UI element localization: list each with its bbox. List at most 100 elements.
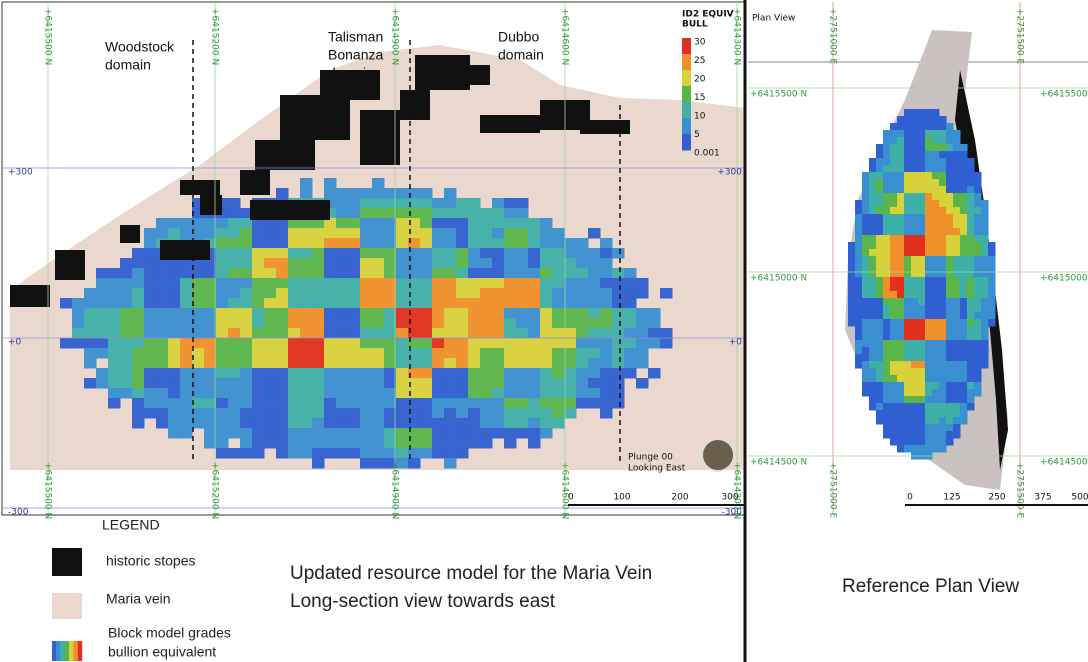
block (504, 438, 517, 449)
block (276, 318, 289, 329)
block (918, 242, 926, 250)
block (876, 242, 884, 250)
block (967, 256, 975, 264)
block (468, 418, 481, 429)
block (953, 242, 961, 250)
block (925, 403, 933, 411)
block (576, 388, 589, 399)
block (904, 410, 912, 418)
block (890, 130, 898, 138)
block (372, 418, 385, 429)
block (348, 418, 361, 429)
block (60, 338, 73, 349)
block (396, 188, 409, 199)
block (890, 242, 898, 250)
block (939, 256, 947, 264)
block (456, 408, 469, 419)
block (420, 238, 433, 249)
block (396, 338, 409, 349)
block (492, 338, 505, 349)
block (897, 403, 905, 411)
block (939, 270, 947, 278)
block (132, 378, 145, 389)
block (855, 200, 863, 208)
block (372, 198, 385, 209)
block (660, 338, 673, 349)
block (408, 308, 421, 319)
block (904, 144, 912, 152)
block (360, 288, 373, 299)
block (444, 448, 457, 459)
block (228, 248, 241, 259)
block (372, 188, 385, 199)
block (564, 408, 577, 419)
block (384, 318, 397, 329)
block (228, 318, 241, 329)
block (192, 358, 205, 369)
block (946, 431, 954, 439)
block (960, 368, 968, 376)
block (444, 218, 457, 229)
block (480, 398, 493, 409)
block (396, 278, 409, 289)
block (492, 358, 505, 369)
block (897, 431, 905, 439)
block (204, 318, 217, 329)
block (516, 278, 529, 289)
block (456, 248, 469, 259)
block (492, 348, 505, 359)
block (240, 308, 253, 319)
block (420, 308, 433, 319)
block (264, 288, 277, 299)
block (336, 238, 349, 249)
block (890, 438, 898, 446)
block (883, 200, 891, 208)
block (504, 308, 517, 319)
block (953, 172, 961, 180)
block (939, 137, 947, 145)
block (869, 165, 877, 173)
block (967, 249, 975, 257)
block (953, 137, 961, 145)
block (612, 388, 625, 399)
block (324, 308, 337, 319)
block (932, 375, 940, 383)
block (600, 388, 613, 399)
block (432, 218, 445, 229)
block (552, 298, 565, 309)
block (264, 228, 277, 239)
block (168, 318, 181, 329)
block (883, 235, 891, 243)
block (967, 382, 975, 390)
block (384, 368, 397, 379)
block (192, 298, 205, 309)
block (876, 382, 884, 390)
block (939, 186, 947, 194)
block (862, 235, 870, 243)
block (540, 328, 553, 339)
block (967, 375, 975, 383)
block (918, 438, 926, 446)
block (396, 248, 409, 259)
block (300, 368, 313, 379)
block (528, 328, 541, 339)
block (890, 172, 898, 180)
block (324, 228, 337, 239)
block (420, 228, 433, 239)
block (953, 130, 961, 138)
block (953, 333, 961, 341)
block (540, 388, 553, 399)
block (408, 418, 421, 429)
block (384, 398, 397, 409)
block (925, 305, 933, 313)
block (372, 438, 385, 449)
block (911, 207, 919, 215)
block (468, 308, 481, 319)
block (216, 378, 229, 389)
block (408, 338, 421, 349)
block (974, 263, 982, 271)
block (862, 368, 870, 376)
block (420, 268, 433, 279)
block (883, 319, 891, 327)
grade-bar (682, 118, 691, 135)
